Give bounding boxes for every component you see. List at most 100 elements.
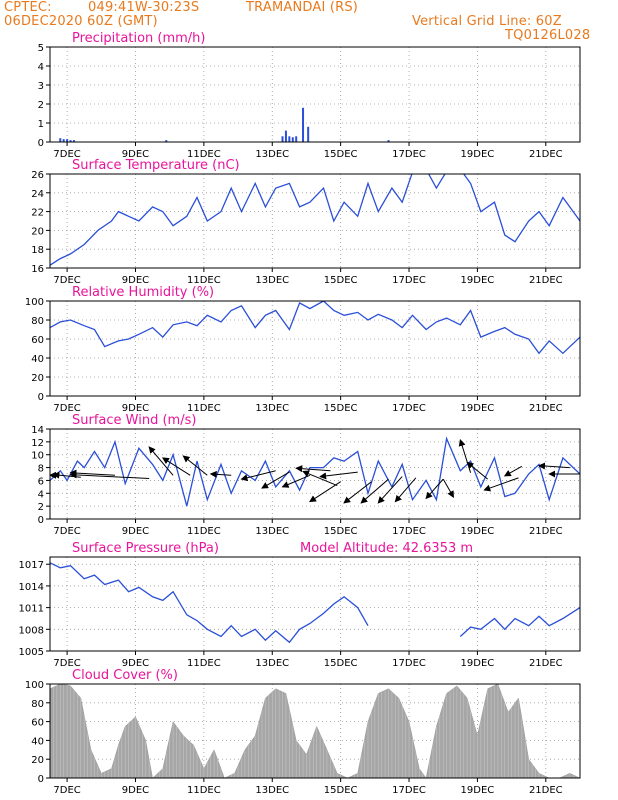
- precip-bar-4: [72, 140, 75, 142]
- precip-bar-9: [291, 137, 294, 142]
- header-code: TQ0126L028: [505, 28, 591, 43]
- ytick-label-0-3: 3: [38, 81, 44, 92]
- xtick-label-2-5: 17DEC: [392, 403, 426, 414]
- xtick-label-3-0: 7DEC: [53, 526, 80, 537]
- header-source: CPTEC:: [4, 0, 52, 15]
- xtick-label-3-7: 21DEC: [529, 526, 563, 537]
- xtick-label-5-3: 13DEC: [255, 785, 289, 796]
- xtick-label-1-0: 7DEC: [53, 275, 80, 286]
- xtick-label-1-3: 13DEC: [255, 275, 289, 286]
- ytick-label-3-5: 10: [31, 451, 44, 462]
- precip-bar-6: [281, 136, 284, 142]
- ytick-label-0-2: 2: [38, 100, 44, 111]
- xtick-label-0-4: 15DEC: [324, 149, 358, 160]
- precip-bar-7: [284, 130, 287, 142]
- ytick-label-0-1: 1: [38, 119, 44, 130]
- xtick-label-5-4: 15DEC: [324, 785, 358, 796]
- ytick-label-5-5: 100: [25, 680, 44, 691]
- ytick-label-0-4: 4: [38, 62, 44, 73]
- xtick-label-0-3: 13DEC: [255, 149, 289, 160]
- ytick-label-4-1: 1008: [19, 625, 44, 636]
- ytick-label-0-5: 5: [38, 43, 44, 54]
- ytick-label-5-2: 40: [31, 736, 44, 747]
- ytick-label-5-0: 0: [38, 774, 44, 785]
- wind-arrow-19: [425, 478, 444, 500]
- xtick-label-5-5: 17DEC: [392, 785, 426, 796]
- ytick-label-3-2: 4: [38, 489, 44, 500]
- xtick-label-2-3: 13DEC: [255, 403, 289, 414]
- xtick-label-4-4: 15DEC: [324, 658, 358, 669]
- ytick-label-1-2: 20: [31, 226, 44, 237]
- precip-bar-8: [288, 136, 291, 142]
- panel-title-5: Cloud Cover (%): [72, 668, 178, 683]
- ytick-label-2-3: 60: [31, 335, 44, 346]
- xtick-label-2-6: 19DEC: [461, 403, 495, 414]
- ytick-label-1-0: 16: [31, 264, 44, 275]
- ytick-label-3-7: 14: [31, 425, 44, 436]
- wind-arrow-15: [343, 481, 372, 504]
- precip-bar-11: [302, 107, 305, 142]
- ytick-label-2-1: 20: [31, 373, 44, 384]
- xtick-label-1-6: 19DEC: [461, 275, 495, 286]
- panel-title-4: Surface Pressure (hPa): [72, 541, 219, 556]
- ytick-label-4-2: 1011: [19, 604, 44, 615]
- panel-frame-1: [49, 173, 581, 269]
- xtick-label-5-0: 7DEC: [53, 785, 80, 796]
- pressure-line-b: [459, 607, 580, 637]
- wind-arrow-5: [161, 457, 191, 476]
- ytick-label-3-4: 8: [38, 464, 44, 475]
- precip-bar-12: [307, 126, 310, 142]
- xtick-label-4-7: 21DEC: [529, 658, 563, 669]
- precip-bar-5: [165, 140, 168, 142]
- wind-arrow-2: [69, 469, 115, 477]
- series-line-1: [50, 174, 580, 266]
- xtick-label-4-5: 17DEC: [392, 658, 426, 669]
- ytick-label-5-4: 80: [31, 699, 44, 710]
- wind-arrow-22: [466, 461, 488, 480]
- panel-title-0: Precipitation (mm/h): [72, 31, 205, 46]
- xtick-label-5-6: 19DEC: [461, 785, 495, 796]
- xtick-label-1-7: 21DEC: [529, 275, 563, 286]
- wind-arrow-25: [537, 462, 570, 470]
- ytick-label-1-5: 26: [31, 170, 44, 181]
- wind-arrow-23: [483, 477, 519, 492]
- xtick-label-1-5: 17DEC: [392, 275, 426, 286]
- wind-arrow-6: [182, 455, 208, 476]
- model-altitude-annotation: Model Altitude: 42.6353 m: [300, 541, 473, 556]
- header-run: 06DEC2020 60Z (GMT): [4, 14, 158, 29]
- wind-arrow-8: [240, 470, 276, 482]
- xtick-label-2-1: 9DEC: [122, 403, 149, 414]
- xtick-label-5-2: 11DEC: [187, 785, 221, 796]
- series-line-2: [50, 301, 580, 355]
- ytick-label-5-1: 20: [31, 755, 44, 766]
- xtick-label-3-6: 19DEC: [461, 526, 495, 537]
- wind-arrow-24: [503, 465, 523, 477]
- wind-arrow-21: [458, 438, 472, 473]
- ytick-label-5-3: 60: [31, 718, 44, 729]
- xtick-label-3-2: 11DEC: [187, 526, 221, 537]
- wind-arrow-10: [281, 474, 311, 488]
- ytick-label-4-0: 1005: [19, 647, 44, 658]
- ytick-label-4-4: 1017: [19, 560, 44, 571]
- panel-title-3: Surface Wind (m/s): [72, 413, 196, 428]
- panel-frame-2: [49, 300, 581, 397]
- ytick-label-1-1: 18: [31, 245, 44, 256]
- panel-frame-4: [49, 556, 581, 652]
- xtick-label-1-1: 9DEC: [122, 275, 149, 286]
- xtick-label-0-0: 7DEC: [53, 149, 80, 160]
- xtick-label-4-3: 13DEC: [255, 658, 289, 669]
- wind-arrow-16: [360, 478, 389, 504]
- header-grid-note: Vertical Grid Line: 60Z: [412, 14, 562, 29]
- ytick-label-1-4: 24: [31, 189, 44, 200]
- wind-arrow-11: [302, 470, 338, 487]
- panel-title-2: Relative Humidity (%): [72, 285, 214, 300]
- wind-arrow-17: [377, 476, 403, 504]
- xtick-label-2-2: 11DEC: [187, 403, 221, 414]
- xtick-label-5-1: 9DEC: [122, 785, 149, 796]
- wind-arrow-4: [148, 446, 174, 476]
- pressure-line-a: [50, 562, 369, 644]
- wind-arrow-18: [394, 477, 417, 503]
- xtick-label-3-1: 9DEC: [122, 526, 149, 537]
- panel-title-1: Surface Temperature (nC): [72, 158, 240, 173]
- xtick-label-4-2: 11DEC: [187, 658, 221, 669]
